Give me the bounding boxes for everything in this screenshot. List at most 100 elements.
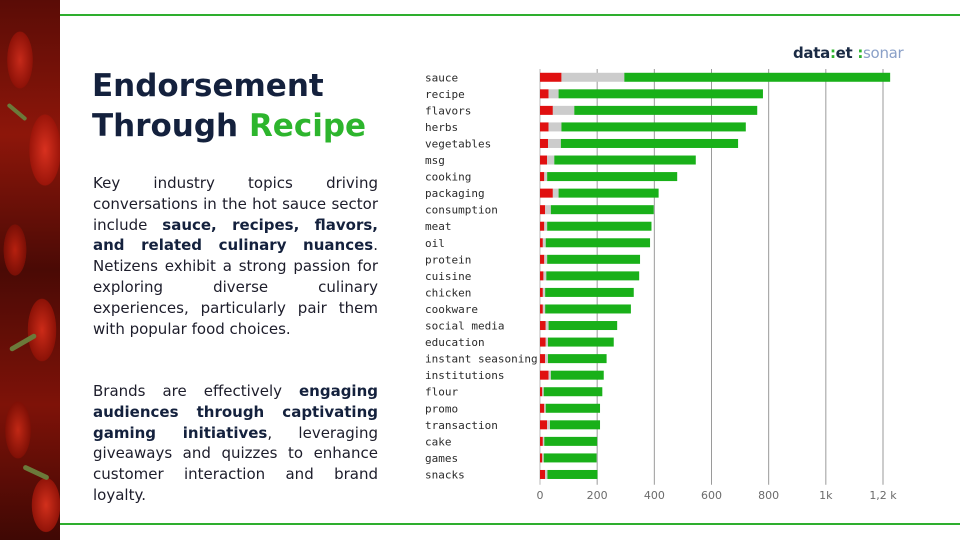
bar-segment bbox=[550, 205, 654, 215]
bar-segment bbox=[544, 221, 548, 231]
bar-segment bbox=[542, 287, 546, 297]
bar-segment bbox=[560, 138, 739, 148]
bar-segment bbox=[547, 420, 551, 430]
bar-segment bbox=[542, 436, 545, 446]
paragraph-topics: Key industry topics driving conversation… bbox=[93, 174, 378, 338]
bar-segment bbox=[548, 321, 618, 331]
bottom-divider bbox=[60, 523, 960, 525]
category-label: snacks bbox=[425, 468, 465, 481]
bar-segment bbox=[552, 105, 575, 115]
category-label: cake bbox=[425, 435, 452, 448]
top-divider bbox=[60, 14, 960, 16]
bar-segment bbox=[547, 254, 641, 264]
bar-segment bbox=[550, 370, 604, 380]
bar-segment bbox=[540, 254, 545, 264]
bar-segment bbox=[574, 105, 758, 115]
bar-segment bbox=[548, 122, 562, 132]
bar-segment bbox=[561, 72, 625, 82]
bar-segment bbox=[545, 354, 549, 364]
bar-segment bbox=[540, 387, 543, 397]
bar-segment bbox=[544, 436, 598, 446]
bar-segment bbox=[558, 89, 763, 99]
bar-segment bbox=[540, 420, 548, 430]
slide-title: Endorsement Through Recipe bbox=[92, 66, 392, 146]
category-label: cuisine bbox=[425, 270, 471, 283]
category-label: education bbox=[425, 336, 485, 349]
x-tick-label: 400 bbox=[644, 489, 665, 502]
bar-segment bbox=[540, 138, 549, 148]
bar-segment bbox=[543, 387, 603, 397]
bar-segment bbox=[545, 403, 601, 413]
bar-segment bbox=[545, 287, 634, 297]
bar-segment bbox=[561, 122, 746, 132]
bar-segment bbox=[540, 172, 545, 182]
bar-segment bbox=[546, 271, 640, 281]
bar-segment bbox=[540, 122, 549, 132]
category-label: flavors bbox=[425, 104, 471, 117]
bar-segment bbox=[540, 403, 545, 413]
bar-segment bbox=[548, 89, 559, 99]
bar-segment bbox=[540, 205, 546, 215]
title-highlight: Recipe bbox=[248, 108, 367, 144]
category-label: promo bbox=[425, 402, 458, 415]
bar-segment bbox=[547, 155, 555, 165]
category-label: msg bbox=[425, 154, 445, 167]
bar-segment bbox=[542, 453, 544, 463]
bar-segment bbox=[624, 72, 891, 82]
x-tick-label: 600 bbox=[701, 489, 722, 502]
category-label: institutions bbox=[425, 369, 504, 382]
category-label: protein bbox=[425, 253, 471, 266]
category-label: games bbox=[425, 452, 458, 465]
bar-segment bbox=[554, 155, 696, 165]
bar-segment bbox=[543, 453, 597, 463]
bar-segment bbox=[540, 436, 543, 446]
category-label: meat bbox=[425, 220, 452, 233]
bar-segment bbox=[540, 453, 543, 463]
bar-segment bbox=[542, 387, 544, 397]
bar-segment bbox=[540, 304, 543, 314]
bar-segment bbox=[540, 155, 548, 165]
topic-sentiment-bar-chart: 0 200 400 600 800 1k 1,2 k sauce recipe flavors he… bbox=[425, 69, 897, 502]
chili-pepper-image bbox=[0, 0, 60, 540]
category-label: herbs bbox=[425, 121, 458, 134]
bar-segment bbox=[540, 321, 546, 331]
category-label: oil bbox=[425, 237, 445, 250]
bar-segment bbox=[540, 221, 545, 231]
category-label: recipe bbox=[425, 88, 465, 101]
bar-segment bbox=[543, 271, 547, 281]
paragraph-brands: Brands are effectively engaging audience… bbox=[93, 382, 378, 504]
category-label: vegetables bbox=[425, 137, 491, 150]
bar-segment bbox=[540, 105, 553, 115]
x-tick-label: 200 bbox=[587, 489, 608, 502]
category-label: sauce bbox=[425, 71, 458, 84]
bar-segment bbox=[540, 188, 553, 198]
bar-segment bbox=[545, 304, 631, 314]
datasonar-logo: data:et :sonar bbox=[793, 44, 904, 62]
bar-segment bbox=[540, 469, 546, 479]
x-tick-label: 800 bbox=[758, 489, 779, 502]
title-line-1: Endorsement bbox=[92, 68, 324, 104]
bar-segment bbox=[558, 188, 659, 198]
bar-segment bbox=[540, 287, 543, 297]
category-label: chicken bbox=[425, 286, 471, 299]
category-label: instant seasoning bbox=[425, 353, 538, 366]
category-label: flour bbox=[425, 386, 458, 399]
bar-segment bbox=[540, 72, 562, 82]
bar-segment bbox=[540, 370, 549, 380]
category-label: consumption bbox=[425, 204, 498, 217]
bar-segment bbox=[545, 238, 651, 248]
bar-segment bbox=[542, 304, 546, 314]
bar-segment bbox=[552, 188, 559, 198]
bar-segment bbox=[540, 238, 543, 248]
bar-segment bbox=[540, 337, 546, 347]
bar-segment bbox=[545, 469, 548, 479]
bar-segment bbox=[540, 354, 546, 364]
x-tick-label: 1,2 k bbox=[869, 489, 897, 502]
bar-segment bbox=[544, 172, 548, 182]
bar-segment bbox=[545, 205, 551, 215]
category-label: social media bbox=[425, 320, 504, 333]
bar-segment bbox=[548, 370, 551, 380]
title-line-2: Through Recipe bbox=[92, 108, 367, 144]
bar-segment bbox=[544, 254, 548, 264]
category-label: cookware bbox=[425, 303, 478, 316]
